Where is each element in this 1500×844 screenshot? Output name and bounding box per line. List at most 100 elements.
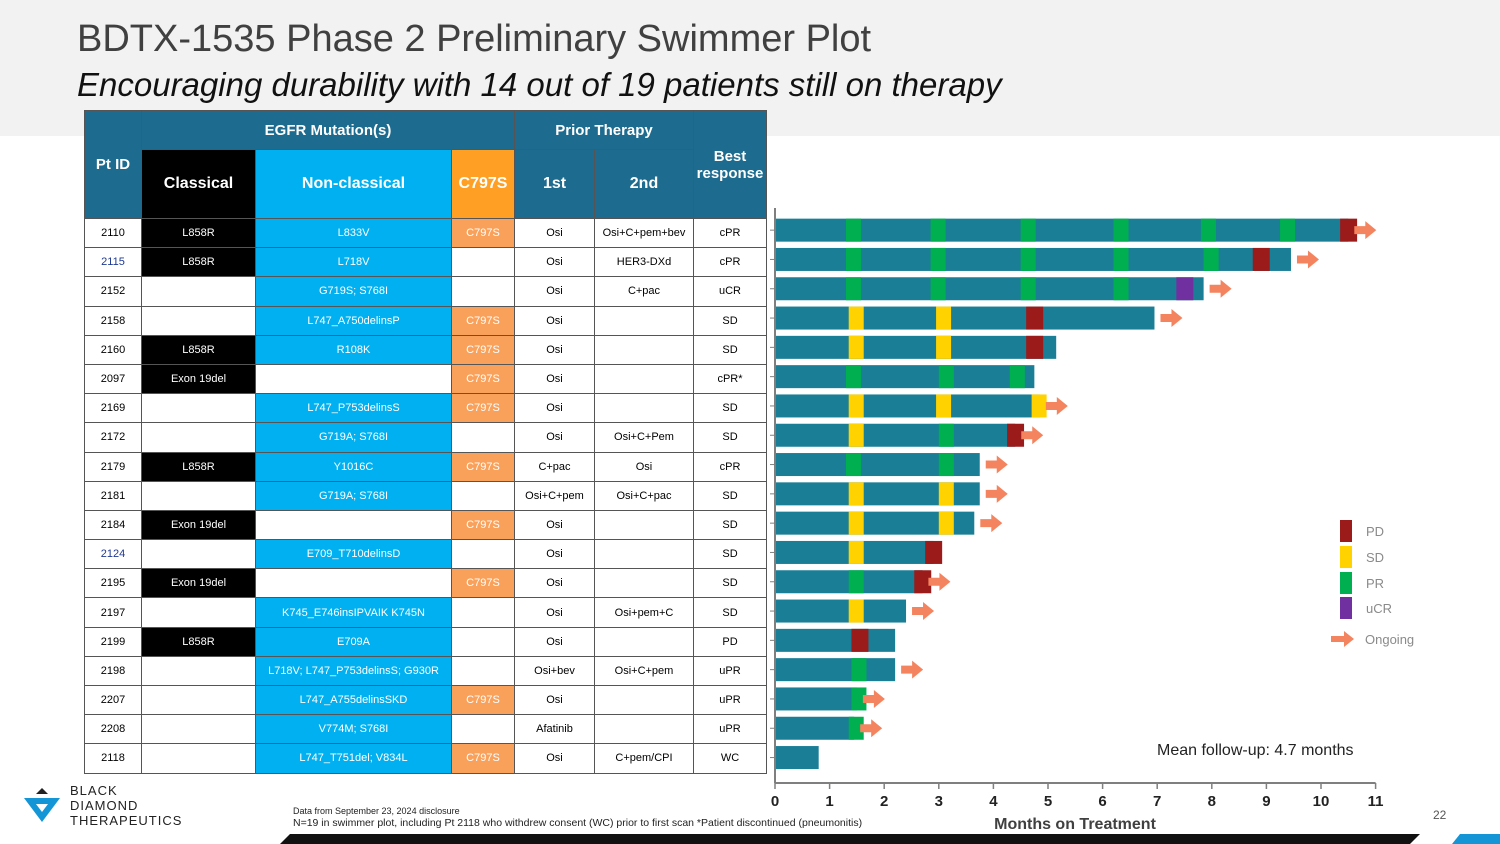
event-marker-pd [851, 628, 869, 652]
black-diamond-logo-icon [24, 788, 60, 822]
header-best-response: Best response [693, 110, 767, 219]
x-tick-label: 5 [1044, 793, 1052, 810]
ongoing-arrow [901, 660, 924, 679]
event-marker-pr [1280, 218, 1296, 242]
x-tick-label: 9 [1262, 793, 1270, 810]
event-marker-sd [848, 511, 864, 535]
event-marker-pr [930, 247, 946, 271]
nonclassical-cell: G719S; S768I [255, 276, 452, 307]
x-tick-label: 7 [1153, 793, 1161, 810]
event-marker-pr [845, 453, 861, 477]
legend-pd-label: PD [1366, 523, 1385, 539]
event-marker-sd [938, 511, 954, 535]
event-marker-sd [936, 394, 952, 418]
event-marker-pr [1113, 218, 1129, 242]
pt-id-cell: 2158 [84, 305, 142, 336]
event-marker-pr [1113, 247, 1129, 271]
event-marker-sd [848, 335, 864, 359]
event-marker-pr [1203, 247, 1219, 271]
second-line-cell [594, 714, 694, 745]
patient-table: Pt ID EGFR Mutation(s) Prior Therapy Bes… [84, 110, 767, 774]
ongoing-arrow-icon [1331, 631, 1354, 647]
event-marker-pd [914, 570, 932, 594]
classical-cell: L858R [141, 334, 256, 365]
best-response-cell: WC [693, 743, 767, 774]
pt-id-cell: 2179 [84, 451, 142, 482]
patient-bar [776, 746, 819, 770]
patient-bar [776, 277, 1204, 301]
legend-pr: PR [1340, 572, 1384, 594]
event-marker-pr [938, 423, 954, 447]
c797s-cell [451, 247, 515, 278]
best-response-cell: cPR [693, 247, 767, 278]
x-tick-label: 4 [989, 793, 998, 810]
legend-sd: SD [1340, 546, 1384, 568]
second-line-cell: Osi+C+pem [594, 655, 694, 687]
nonclassical-cell: L747_A750delinsP [255, 305, 452, 336]
classical-cell [141, 597, 256, 628]
event-marker-pr [930, 218, 946, 242]
best-response-cell: PD [693, 626, 767, 657]
patient-bar [776, 335, 1057, 359]
mean-followup-annotation: Mean follow-up: 4.7 months [1157, 742, 1354, 759]
classical-cell [141, 655, 256, 687]
first-line-cell: Osi [514, 247, 595, 278]
ongoing-arrow [1296, 250, 1319, 269]
event-marker-pr [930, 277, 946, 301]
event-marker-sd [848, 540, 864, 564]
event-marker-pd [1252, 247, 1270, 271]
x-tick-label: 1 [825, 793, 833, 810]
ongoing-arrow [862, 689, 885, 708]
first-line-cell: Osi+bev [514, 655, 595, 687]
nonclassical-cell [255, 568, 452, 599]
first-line-cell: Osi+C+pem [514, 480, 595, 511]
patient-bar [776, 716, 855, 740]
footnote-source: Data from September 23, 2024 disclosure [293, 806, 460, 816]
second-line-cell [594, 568, 694, 599]
ongoing-arrow [928, 572, 951, 591]
patient-bar [776, 423, 1016, 447]
patient-bar [776, 453, 980, 477]
c797s-cell [451, 480, 515, 511]
pt-id-cell: 2169 [84, 393, 142, 424]
x-tick-label: 0 [771, 793, 779, 810]
patient-bar [776, 306, 1155, 330]
pt-id-cell: 2118 [84, 743, 142, 774]
event-marker-pr [938, 365, 954, 389]
event-marker-pr [845, 247, 861, 271]
classical-cell: L858R [141, 451, 256, 482]
table-row: 2172 G719A; S768I Osi Osi+C+Pem SD [84, 422, 767, 453]
patient-bar [776, 482, 980, 506]
x-tick-label: 6 [1098, 793, 1106, 810]
classical-cell: L858R [141, 217, 256, 249]
page-number: 22 [1433, 808, 1447, 822]
classical-cell: L858R [141, 626, 256, 657]
ongoing-arrow [980, 514, 1003, 533]
legend-sd-label: SD [1366, 549, 1385, 565]
c797s-cell: C797S [451, 363, 515, 395]
first-line-cell: Osi [514, 743, 595, 774]
first-line-cell: Osi [514, 626, 595, 657]
event-marker-sd [848, 599, 864, 623]
table-row: 2208 V774M; S768I Afatinib uPR [84, 714, 767, 745]
first-line-cell: Osi [514, 363, 595, 395]
legend-ongoing-label: Ongoing [1365, 631, 1415, 647]
nonclassical-cell: R108K [255, 334, 452, 365]
pt-id-cell: 2197 [84, 597, 142, 628]
classical-cell: Exon 19del [141, 568, 256, 599]
c797s-cell: C797S [451, 393, 515, 424]
best-response-cell: SD [693, 480, 767, 511]
header-prior-therapy: Prior Therapy [514, 110, 694, 150]
event-marker-sd [936, 306, 952, 330]
legend-ucr: uCR [1340, 597, 1392, 619]
table-row: 2118 L747_T751del; V834L C797S Osi C+pem/CPI… [84, 743, 767, 774]
x-tick-label: 11 [1368, 793, 1384, 810]
nonclassical-cell: V774M; S768I [255, 714, 452, 745]
patient-bar [776, 365, 1035, 389]
best-response-cell: SD [693, 568, 767, 599]
nonclassical-cell [255, 363, 452, 395]
legend-sd-swatch [1340, 546, 1352, 568]
table-row: 2158 L747_A750delinsP C797S Osi SD [84, 305, 767, 336]
patient-bar [776, 599, 907, 623]
nonclassical-cell: G719A; S768I [255, 422, 452, 453]
